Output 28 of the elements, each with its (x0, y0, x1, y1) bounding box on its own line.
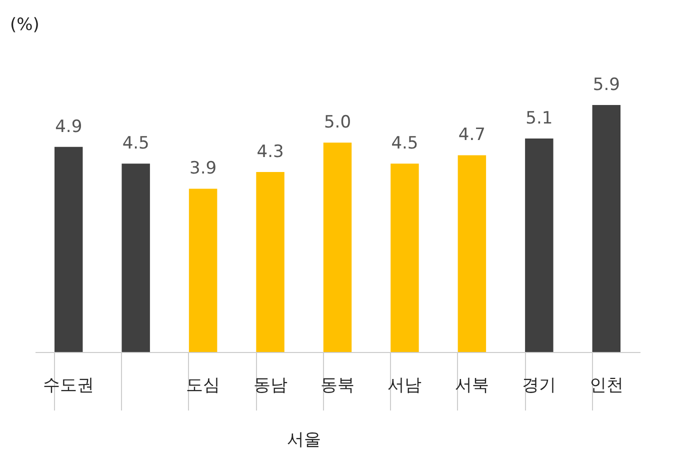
bar (525, 138, 554, 352)
data-label: 5.9 (592, 75, 620, 95)
x-tick-label: 도심 (186, 376, 220, 396)
x-tick-label: 동남 (253, 376, 288, 396)
data-label: 4.5 (391, 134, 418, 154)
bar (122, 164, 150, 352)
bar (390, 164, 419, 352)
data-label: 5.1 (526, 108, 553, 128)
bar (188, 188, 218, 352)
data-label: 4.5 (122, 134, 150, 154)
data-label: 3.9 (190, 158, 217, 179)
data-label: 4.3 (256, 142, 284, 162)
x-tick-label: 동북 (320, 376, 354, 396)
bar (54, 146, 83, 352)
bar (458, 155, 486, 352)
text: 서울 (286, 430, 321, 450)
x-tick-label: 인천 (589, 376, 624, 396)
bar (592, 105, 621, 352)
x-tick-label: 경기 (522, 376, 556, 396)
text: (%) (10, 15, 40, 35)
data-label: 4.9 (55, 116, 82, 137)
bar (256, 172, 284, 352)
data-label: 4.7 (458, 125, 486, 146)
bar (323, 142, 352, 352)
x-tick-label: 서북 (454, 376, 489, 396)
x-tick-label: 수도권 (43, 376, 94, 396)
data-label: 5.0 (324, 112, 352, 133)
x-tick-label: 서남 (388, 376, 422, 396)
